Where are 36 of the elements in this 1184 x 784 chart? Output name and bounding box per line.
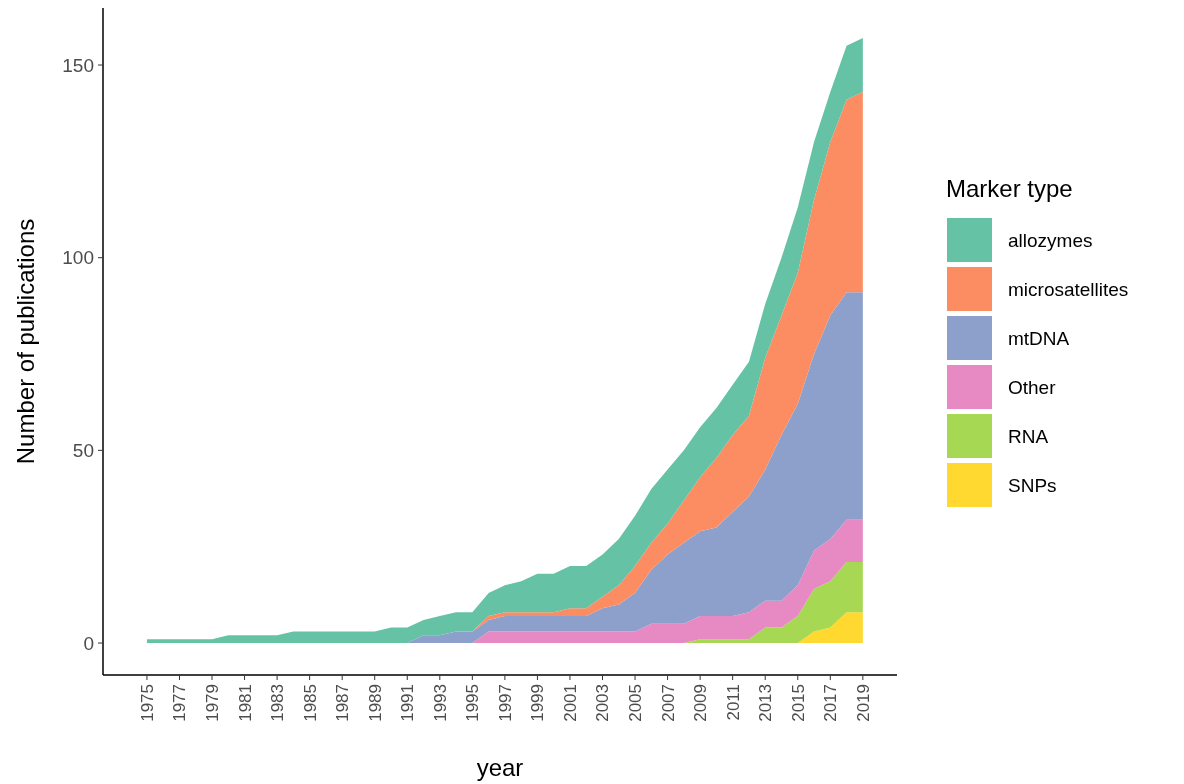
legend-label: SNPs: [1008, 474, 1057, 496]
x-tick-label: 2019: [853, 684, 873, 722]
legend-label: RNA: [1008, 425, 1049, 447]
x-tick-label: 1993: [430, 684, 450, 722]
y-tick-label: 0: [83, 632, 94, 654]
legend-label: microsatellites: [1008, 278, 1129, 300]
y-tick-label: 100: [62, 247, 94, 269]
y-tick-label: 50: [72, 440, 94, 461]
x-tick-label: 1979: [202, 684, 222, 722]
legend-title: Marker type: [946, 175, 1073, 202]
x-tick-label: 2015: [788, 684, 808, 722]
x-tick-label: 2001: [560, 684, 580, 722]
x-tick-label: 2005: [626, 684, 645, 722]
legend-label: allozymes: [1008, 229, 1093, 251]
x-tick-label: 1985: [300, 684, 320, 722]
x-tick-label: 1983: [268, 684, 288, 722]
x-tick-label: 1997: [495, 684, 515, 722]
x-tick-label: 1987: [333, 684, 353, 722]
x-tick-label: 1981: [235, 684, 255, 722]
x-tick-label: 2007: [658, 684, 678, 722]
x-tick-label: 2011: [723, 684, 743, 721]
x-tick-label: 1977: [170, 684, 190, 722]
x-tick-label: 1975: [137, 684, 157, 722]
x-tick-label: 2013: [756, 684, 776, 722]
x-tick-label: 1991: [398, 684, 418, 722]
x-tick-label: 1989: [365, 684, 385, 722]
x-tick-label: 1999: [528, 684, 548, 722]
y-axis-title: Number of publications: [12, 218, 39, 465]
legend-label: mtDNA: [1008, 327, 1070, 349]
x-tick-label: 1995: [463, 684, 483, 722]
x-tick-label: 2017: [821, 684, 841, 722]
x-tick-label: 2009: [691, 684, 711, 722]
x-tick-label: 2003: [593, 684, 613, 722]
x-axis-title: year: [476, 754, 524, 781]
legend-label: Other: [1008, 376, 1057, 398]
y-tick-label: 150: [62, 54, 94, 76]
